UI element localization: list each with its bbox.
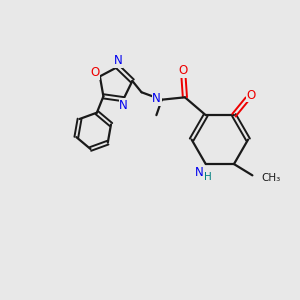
Text: H: H: [204, 172, 212, 182]
Text: O: O: [90, 66, 99, 79]
Text: O: O: [246, 89, 256, 102]
Text: N: N: [195, 166, 204, 179]
Text: N: N: [152, 92, 161, 105]
Text: N: N: [119, 99, 128, 112]
Text: CH₃: CH₃: [261, 173, 280, 183]
Text: N: N: [113, 54, 122, 68]
Text: O: O: [179, 64, 188, 77]
